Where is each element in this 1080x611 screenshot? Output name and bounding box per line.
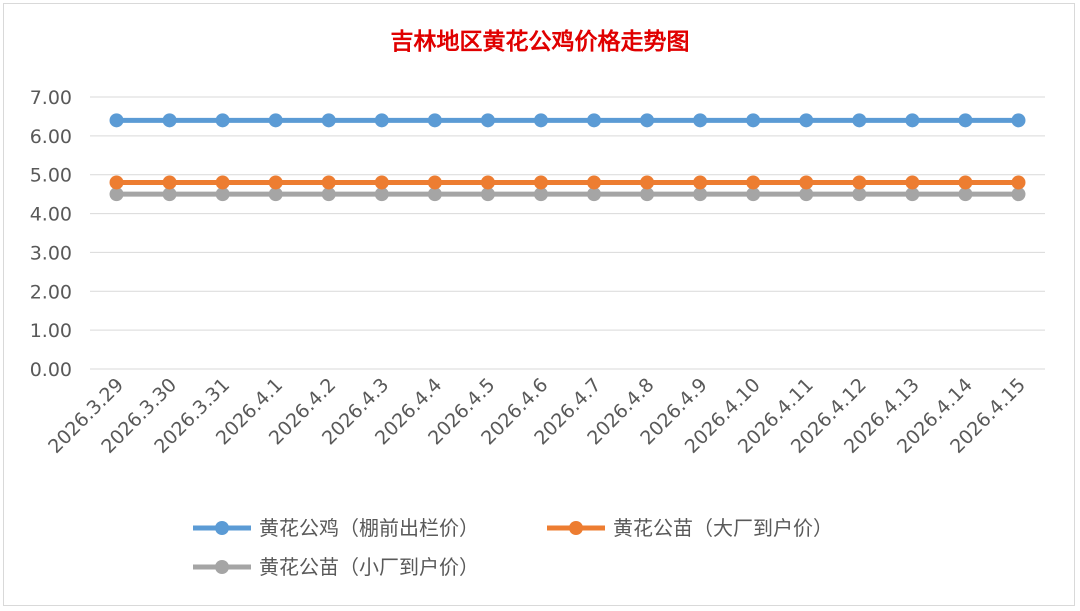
data-point [958, 113, 973, 128]
data-point [109, 113, 124, 128]
data-point [958, 175, 973, 190]
data-point [799, 175, 814, 190]
data-point [640, 175, 655, 190]
data-point [852, 113, 867, 128]
legend-label: 黄花公鸡（棚前出栏价） [259, 516, 479, 540]
data-point [905, 187, 920, 202]
y-tick-label: 4.00 [30, 204, 72, 226]
data-point [587, 175, 602, 190]
data-point [1011, 113, 1026, 128]
data-point [109, 187, 124, 202]
data-point [321, 175, 336, 190]
data-point [109, 175, 124, 190]
data-point [1011, 187, 1026, 202]
series-0 [109, 113, 1026, 128]
data-point [533, 175, 548, 190]
data-point [905, 113, 920, 128]
x-axis-ticks: 2026.3.292026.3.302026.3.312026.4.12026.… [44, 374, 1030, 458]
data-point [480, 175, 495, 190]
data-point [587, 187, 602, 202]
legend-item: 黄花公苗（小厂到户价） [193, 555, 479, 579]
data-point [1011, 175, 1026, 190]
data-point [321, 187, 336, 202]
data-point [427, 175, 442, 190]
y-axis-ticks: 0.00 1.00 2.00 3.00 4.00 5.00 6.00 7.00 [30, 87, 72, 381]
data-point [852, 175, 867, 190]
data-point [162, 113, 177, 128]
legend: 黄花公鸡（棚前出栏价） 黄花公苗（大厂到户价） 黄花公苗（小厂到户价） [193, 516, 833, 579]
legend-item: 黄花公鸡（棚前出栏价） [193, 516, 479, 540]
series-2 [109, 187, 1026, 202]
data-point [268, 175, 283, 190]
legend-swatch-marker [215, 521, 229, 535]
data-point [215, 113, 230, 128]
data-point [374, 113, 389, 128]
y-tick-label: 6.00 [30, 126, 72, 148]
data-point [480, 113, 495, 128]
data-point [799, 113, 814, 128]
y-tick-label: 2.00 [30, 281, 72, 303]
data-point [162, 187, 177, 202]
legend-item: 黄花公苗（大厂到户价） [547, 516, 833, 540]
data-point [799, 187, 814, 202]
data-point [905, 175, 920, 190]
data-point [427, 187, 442, 202]
data-point [321, 113, 336, 128]
data-point [958, 187, 973, 202]
data-point [215, 187, 230, 202]
chart-title: 吉林地区黄花公鸡价格走势图 [391, 28, 690, 55]
data-point [374, 187, 389, 202]
data-point [533, 187, 548, 202]
data-point [746, 187, 761, 202]
data-point [746, 175, 761, 190]
series-lines [109, 113, 1026, 202]
data-point [587, 113, 602, 128]
data-point [533, 113, 548, 128]
chart-frame [3, 3, 1075, 606]
legend-swatch-marker [569, 521, 583, 535]
data-point [693, 187, 708, 202]
data-point [215, 175, 230, 190]
data-point [427, 113, 442, 128]
data-point [640, 187, 655, 202]
gridlines [90, 96, 1045, 370]
y-tick-label: 5.00 [30, 165, 72, 187]
legend-label: 黄花公苗（小厂到户价） [259, 555, 479, 579]
y-tick-label: 7.00 [30, 87, 72, 109]
data-point [693, 113, 708, 128]
data-point [746, 113, 761, 128]
data-point [268, 113, 283, 128]
y-tick-label: 0.00 [30, 359, 72, 381]
data-point [640, 113, 655, 128]
series-1 [109, 175, 1026, 190]
data-point [162, 175, 177, 190]
data-point [693, 175, 708, 190]
data-point [268, 187, 283, 202]
y-tick-label: 1.00 [30, 320, 72, 342]
legend-label: 黄花公苗（大厂到户价） [613, 516, 833, 540]
y-tick-label: 3.00 [30, 242, 72, 264]
data-point [852, 187, 867, 202]
legend-swatch-marker [215, 560, 229, 574]
data-point [374, 175, 389, 190]
data-point [480, 187, 495, 202]
